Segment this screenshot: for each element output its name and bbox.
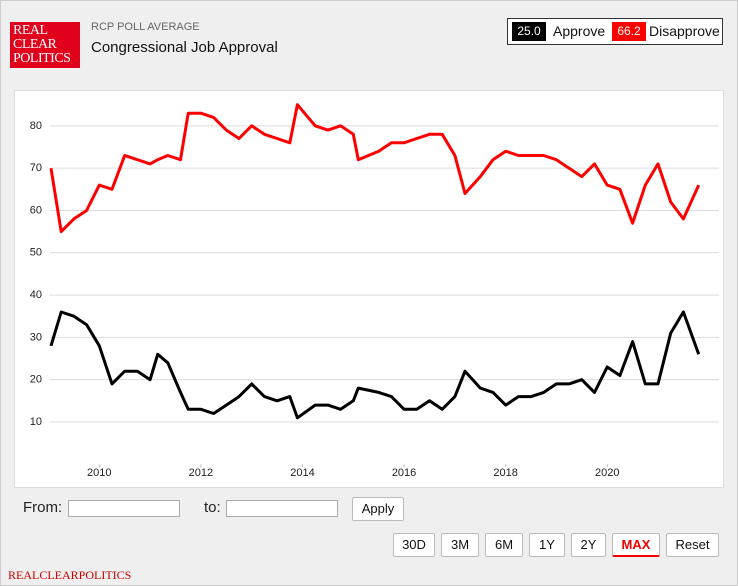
- logo-line: CLEAR: [13, 37, 57, 52]
- x-tick-label: 2016: [392, 467, 416, 479]
- range-button[interactable]: 6M: [485, 533, 523, 557]
- series-line: [49, 103, 701, 234]
- logo-line: REAL: [13, 23, 48, 38]
- to-input[interactable]: [226, 500, 338, 517]
- range-button[interactable]: 3M: [441, 533, 479, 557]
- from-label: From:: [23, 499, 63, 516]
- legend-label: Disapprove: [649, 23, 720, 39]
- legend-value: 66.2: [612, 22, 646, 41]
- footer: REALCLEARPOLITICS: [8, 568, 132, 582]
- chart-title: Congressional Job Approval: [91, 39, 278, 56]
- y-tick-label: 50: [30, 247, 42, 259]
- y-tick-label: 60: [30, 204, 42, 216]
- y-tick-label: 80: [30, 120, 42, 132]
- y-tick-label: 70: [30, 162, 42, 174]
- legend-label: Approve: [553, 23, 606, 39]
- x-tick-label: 2018: [493, 467, 517, 479]
- x-tick-label: 2014: [290, 467, 314, 479]
- y-tick-label: 40: [30, 289, 42, 301]
- legend-value: 25.0: [512, 22, 546, 41]
- to-label: to:: [204, 499, 221, 516]
- x-tick-label: 2012: [189, 467, 213, 479]
- range-button[interactable]: 1Y: [529, 533, 565, 557]
- range-button[interactable]: 30D: [393, 533, 435, 557]
- subtitle: RCP POLL AVERAGE: [91, 21, 200, 33]
- logo: REAL CLEAR POLITICS: [10, 22, 80, 68]
- from-input[interactable]: [68, 500, 180, 517]
- y-tick-label: 10: [30, 416, 42, 428]
- y-tick-label: 20: [30, 374, 42, 386]
- apply-button[interactable]: Apply: [352, 497, 404, 521]
- y-tick-label: 30: [30, 331, 42, 343]
- reset-button[interactable]: Reset: [666, 533, 719, 557]
- legend: 25.0 Approve 66.2 Disapprove: [507, 18, 723, 45]
- x-tick-label: 2010: [87, 467, 111, 479]
- x-tick-label: 2020: [595, 467, 619, 479]
- range-button[interactable]: 2Y: [571, 533, 606, 557]
- series-line: [49, 310, 701, 420]
- range-button[interactable]: MAX: [612, 533, 660, 557]
- logo-line: POLITICS: [13, 51, 71, 66]
